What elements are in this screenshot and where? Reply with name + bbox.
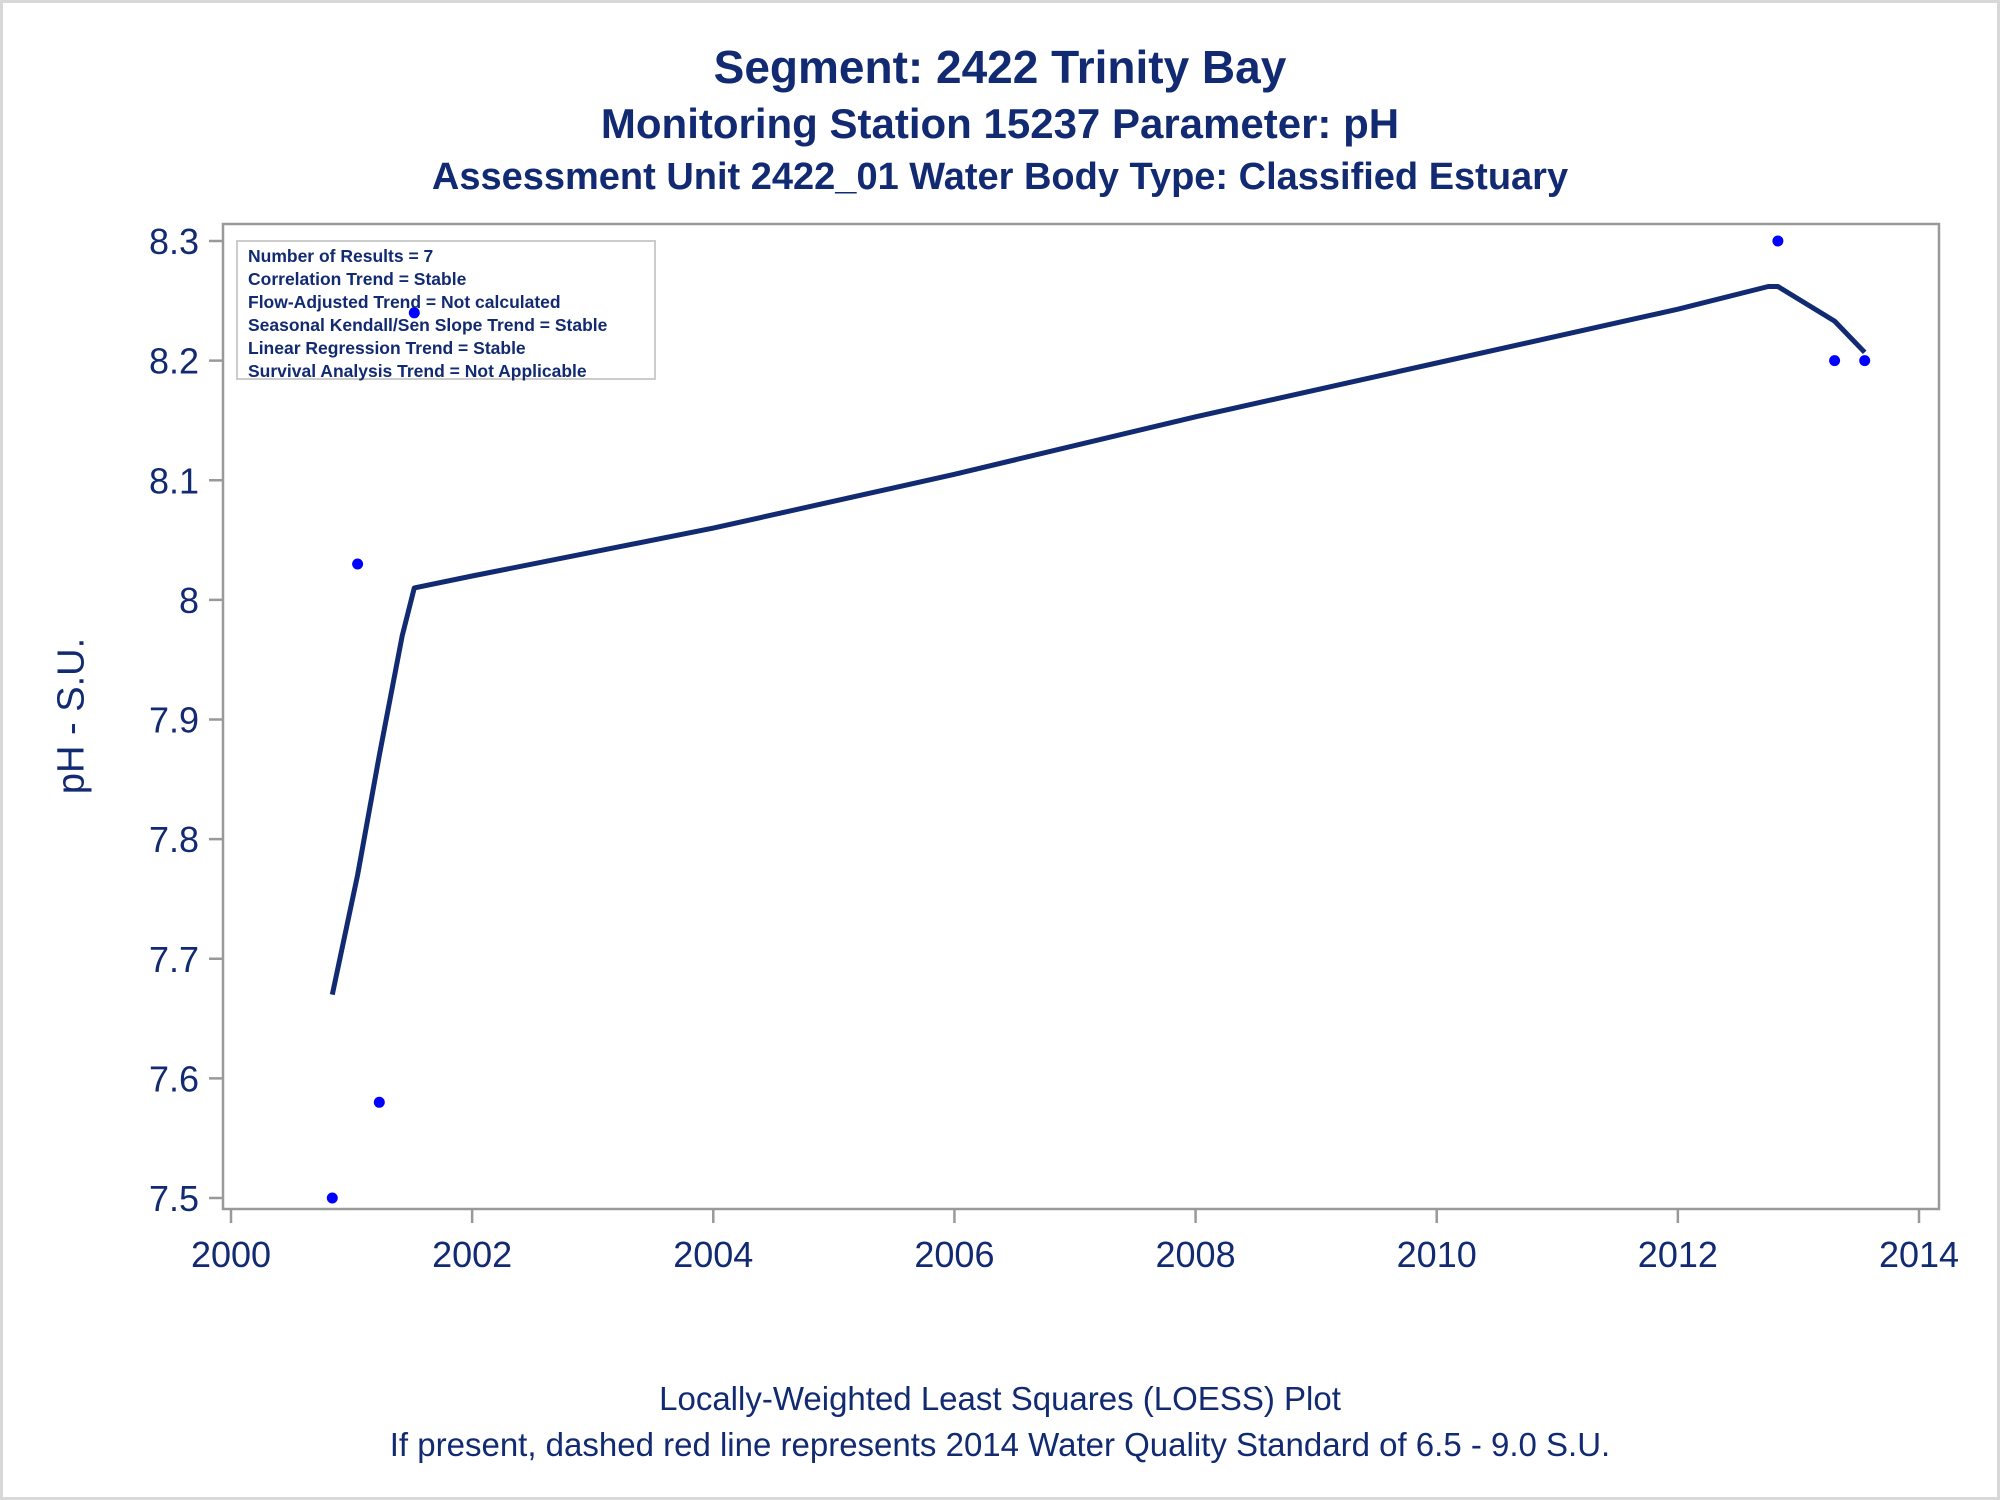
- data-points-layer: [326, 235, 1871, 1204]
- data-point-5: [1772, 235, 1784, 247]
- y-tick-label-7.8: 7.8: [149, 819, 199, 860]
- footnote-standard: If present, dashed red line represents 2…: [389, 1426, 1611, 1463]
- x-axis: 2000 2002 2004 2006 2008 2010 2012 2014: [191, 1209, 1959, 1275]
- y-tick-label-8.1: 8.1: [149, 460, 199, 501]
- footnote-plot-type: Locally-Weighted Least Squares (LOESS) P…: [659, 1380, 1341, 1417]
- y-tick-label-7.5: 7.5: [149, 1178, 199, 1219]
- stat-survival-analysis-trend: Survival Analysis Trend = Not Applicable: [248, 361, 587, 381]
- y-tick-label-7.6: 7.6: [149, 1058, 199, 1099]
- trend-statistics-box: Number of Results = 7 Correlation Trend …: [236, 240, 656, 381]
- x-tick-label-2010: 2010: [1397, 1234, 1477, 1275]
- data-point-7: [1859, 355, 1871, 367]
- loess-line-layer: [329, 284, 1867, 996]
- stat-linear-regression-trend: Linear Regression Trend = Stable: [248, 338, 526, 358]
- stat-seasonal-kendall-trend: Seasonal Kendall/Sen Slope Trend = Stabl…: [248, 315, 608, 335]
- data-point-6: [1829, 355, 1841, 367]
- x-tick-label-2000: 2000: [191, 1234, 271, 1275]
- x-tick-label-2008: 2008: [1156, 1234, 1236, 1275]
- y-tick-label-7.7: 7.7: [149, 939, 199, 980]
- stat-number-of-results: Number of Results = 7: [248, 246, 434, 266]
- y-tick-label-8.3: 8.3: [149, 221, 199, 262]
- stat-flow-adjusted-trend: Flow-Adjusted Trend = Not calculated: [248, 292, 561, 312]
- stat-correlation-trend: Correlation Trend = Stable: [248, 269, 467, 289]
- data-point-2: [352, 558, 364, 570]
- data-point-3: [373, 1096, 385, 1108]
- x-tick-label-2006: 2006: [914, 1234, 994, 1275]
- data-point-4: [408, 307, 420, 319]
- x-tick-label-2002: 2002: [432, 1234, 512, 1275]
- x-tick-label-2004: 2004: [673, 1234, 753, 1275]
- chart-subtitle-2: Assessment Unit 2422_01 Water Body Type:…: [431, 156, 1569, 198]
- plot-area-border: [221, 222, 1941, 1211]
- data-point-1: [326, 1192, 338, 1204]
- y-tick-label-7.9: 7.9: [149, 700, 199, 741]
- loess-line: [329, 284, 1867, 996]
- y-tick-label-8: 8: [179, 580, 199, 621]
- chart-subtitle: Monitoring Station 15237 Parameter: pH: [600, 100, 1400, 147]
- y-tick-label-8.2: 8.2: [149, 341, 199, 382]
- x-tick-label-2014: 2014: [1879, 1234, 1959, 1275]
- y-axis: 7.5 7.6 7.7 7.8 7.9 8 8.1 8.2 8.3: [149, 221, 223, 1219]
- x-tick-label-2012: 2012: [1638, 1234, 1718, 1275]
- chart-title: Segment: 2422 Trinity Bay: [713, 41, 1287, 93]
